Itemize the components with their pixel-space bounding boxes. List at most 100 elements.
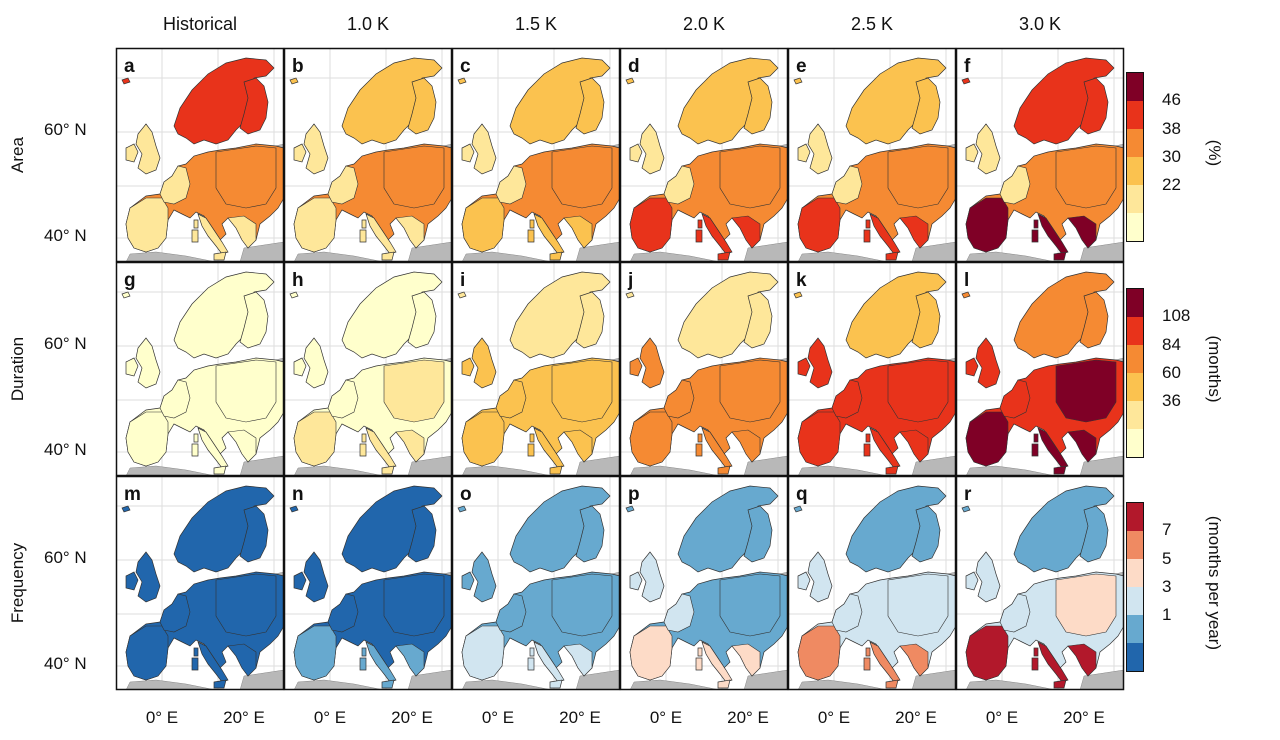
colorbar-swatch [1127,615,1143,643]
map-panel-p [619,475,789,691]
colorbar-swatch [1127,129,1143,157]
colorbar-swatch [1127,213,1143,241]
map-panel-d [619,47,789,263]
colorbar-swatch [1127,345,1143,373]
map-panel-r [955,475,1125,691]
colorbar-swatch [1127,559,1143,587]
panel-label-c: c [460,56,471,77]
map-panel-o [451,475,621,691]
panel-label-h: h [292,270,304,291]
lat-label-60: 60° N [44,548,87,567]
map-panel-n [283,475,453,691]
row-label-frequency: Frequency [8,542,27,624]
lon-label-0: 0° E [817,708,851,727]
colorbar-swatch [1127,643,1143,671]
colorbar-tick: 46 [1162,90,1181,110]
lon-label-20: 20° E [391,708,433,727]
colorbar-swatch [1127,185,1143,213]
column-header-4: 2.5 K [850,14,894,34]
colorbar-tick: 84 [1162,334,1181,354]
lat-label-60: 60° N [44,120,87,139]
lat-label-40: 40° N [44,440,87,459]
lon-label-0: 0° E [313,708,347,727]
colorbar-swatch [1127,157,1143,185]
colorbar-unit-area: (%) [1205,139,1224,167]
colorbar-swatch [1127,317,1143,345]
column-header-3: 2.0 K [682,14,726,34]
lon-label-20: 20° E [895,708,937,727]
lon-label-20: 20° E [727,708,769,727]
colorbar-duration [1126,288,1144,458]
colorbar-tick: 38 [1162,118,1181,138]
panel-label-i: i [460,270,466,291]
column-header-5: 3.0 K [1018,14,1062,34]
colorbar-swatch [1127,73,1143,101]
lon-label-0: 0° E [145,708,179,727]
colorbar-tick: 108 [1162,306,1191,326]
colorbar-swatch [1127,289,1143,317]
lon-label-0: 0° E [481,708,515,727]
map-panel-j [619,261,789,477]
panel-label-n: n [292,484,304,505]
panel-label-d: d [628,56,640,77]
colorbar-swatch [1127,373,1143,401]
colorbar-area [1126,72,1144,242]
map-panel-e [787,47,957,263]
lon-label-0: 0° E [985,708,1019,727]
colorbar-swatch [1127,401,1143,429]
colorbar-tick: 5 [1162,548,1172,568]
column-header-1: 1.0 K [346,14,390,34]
map-panel-f [955,47,1125,263]
row-label-duration: Duration [8,336,27,402]
lat-label-40: 40° N [44,654,87,673]
lon-label-0: 0° E [649,708,683,727]
map-panel-b [283,47,453,263]
colorbar-frequency [1126,502,1144,672]
map-panel-m [115,475,285,691]
colorbar-tick: 60 [1162,363,1181,382]
panel-label-q: q [796,484,808,505]
colorbar-tick: 7 [1162,520,1172,540]
colorbar-swatch [1127,503,1143,531]
panel-label-b: b [292,56,304,77]
colorbar-tick: 22 [1162,175,1181,195]
panel-label-l: l [964,270,970,291]
panel-label-a: a [124,56,135,77]
map-panel-q [787,475,957,691]
panel-label-e: e [796,56,807,77]
panel-label-p: p [628,484,640,505]
panel-label-m: m [124,484,141,505]
colorbar-tick: 1 [1162,605,1172,625]
map-panel-g [115,261,285,477]
colorbar-swatch [1127,587,1143,615]
map-panel-a [115,47,285,263]
colorbar-tick: 30 [1162,147,1181,166]
colorbar-swatch [1127,531,1143,559]
panel-label-j: j [628,270,634,291]
map-panel-c [451,47,621,263]
panel-label-o: o [460,484,472,505]
panel-label-f: f [964,56,971,77]
map-panel-h [283,261,453,477]
colorbar-unit-duration: (months) [1205,335,1224,403]
lon-label-20: 20° E [559,708,601,727]
lat-label-40: 40° N [44,226,87,245]
panel-label-k: k [796,270,807,291]
column-header-0: Historical [162,14,237,34]
map-panel-k [787,261,957,477]
colorbar-tick: 3 [1162,577,1172,596]
map-panel-i [451,261,621,477]
colorbar-tick: 36 [1162,391,1181,411]
lon-label-20: 20° E [1063,708,1105,727]
colorbar-swatch [1127,429,1143,457]
map-panel-l [955,261,1125,477]
panels-layer [115,47,1125,691]
panel-label-g: g [124,270,136,291]
panel-label-r: r [964,484,972,505]
colorbar-swatch [1127,101,1143,129]
row-label-area: Area [8,137,27,173]
column-header-2: 1.5 K [514,14,558,34]
lat-label-60: 60° N [44,334,87,353]
lon-label-20: 20° E [223,708,265,727]
